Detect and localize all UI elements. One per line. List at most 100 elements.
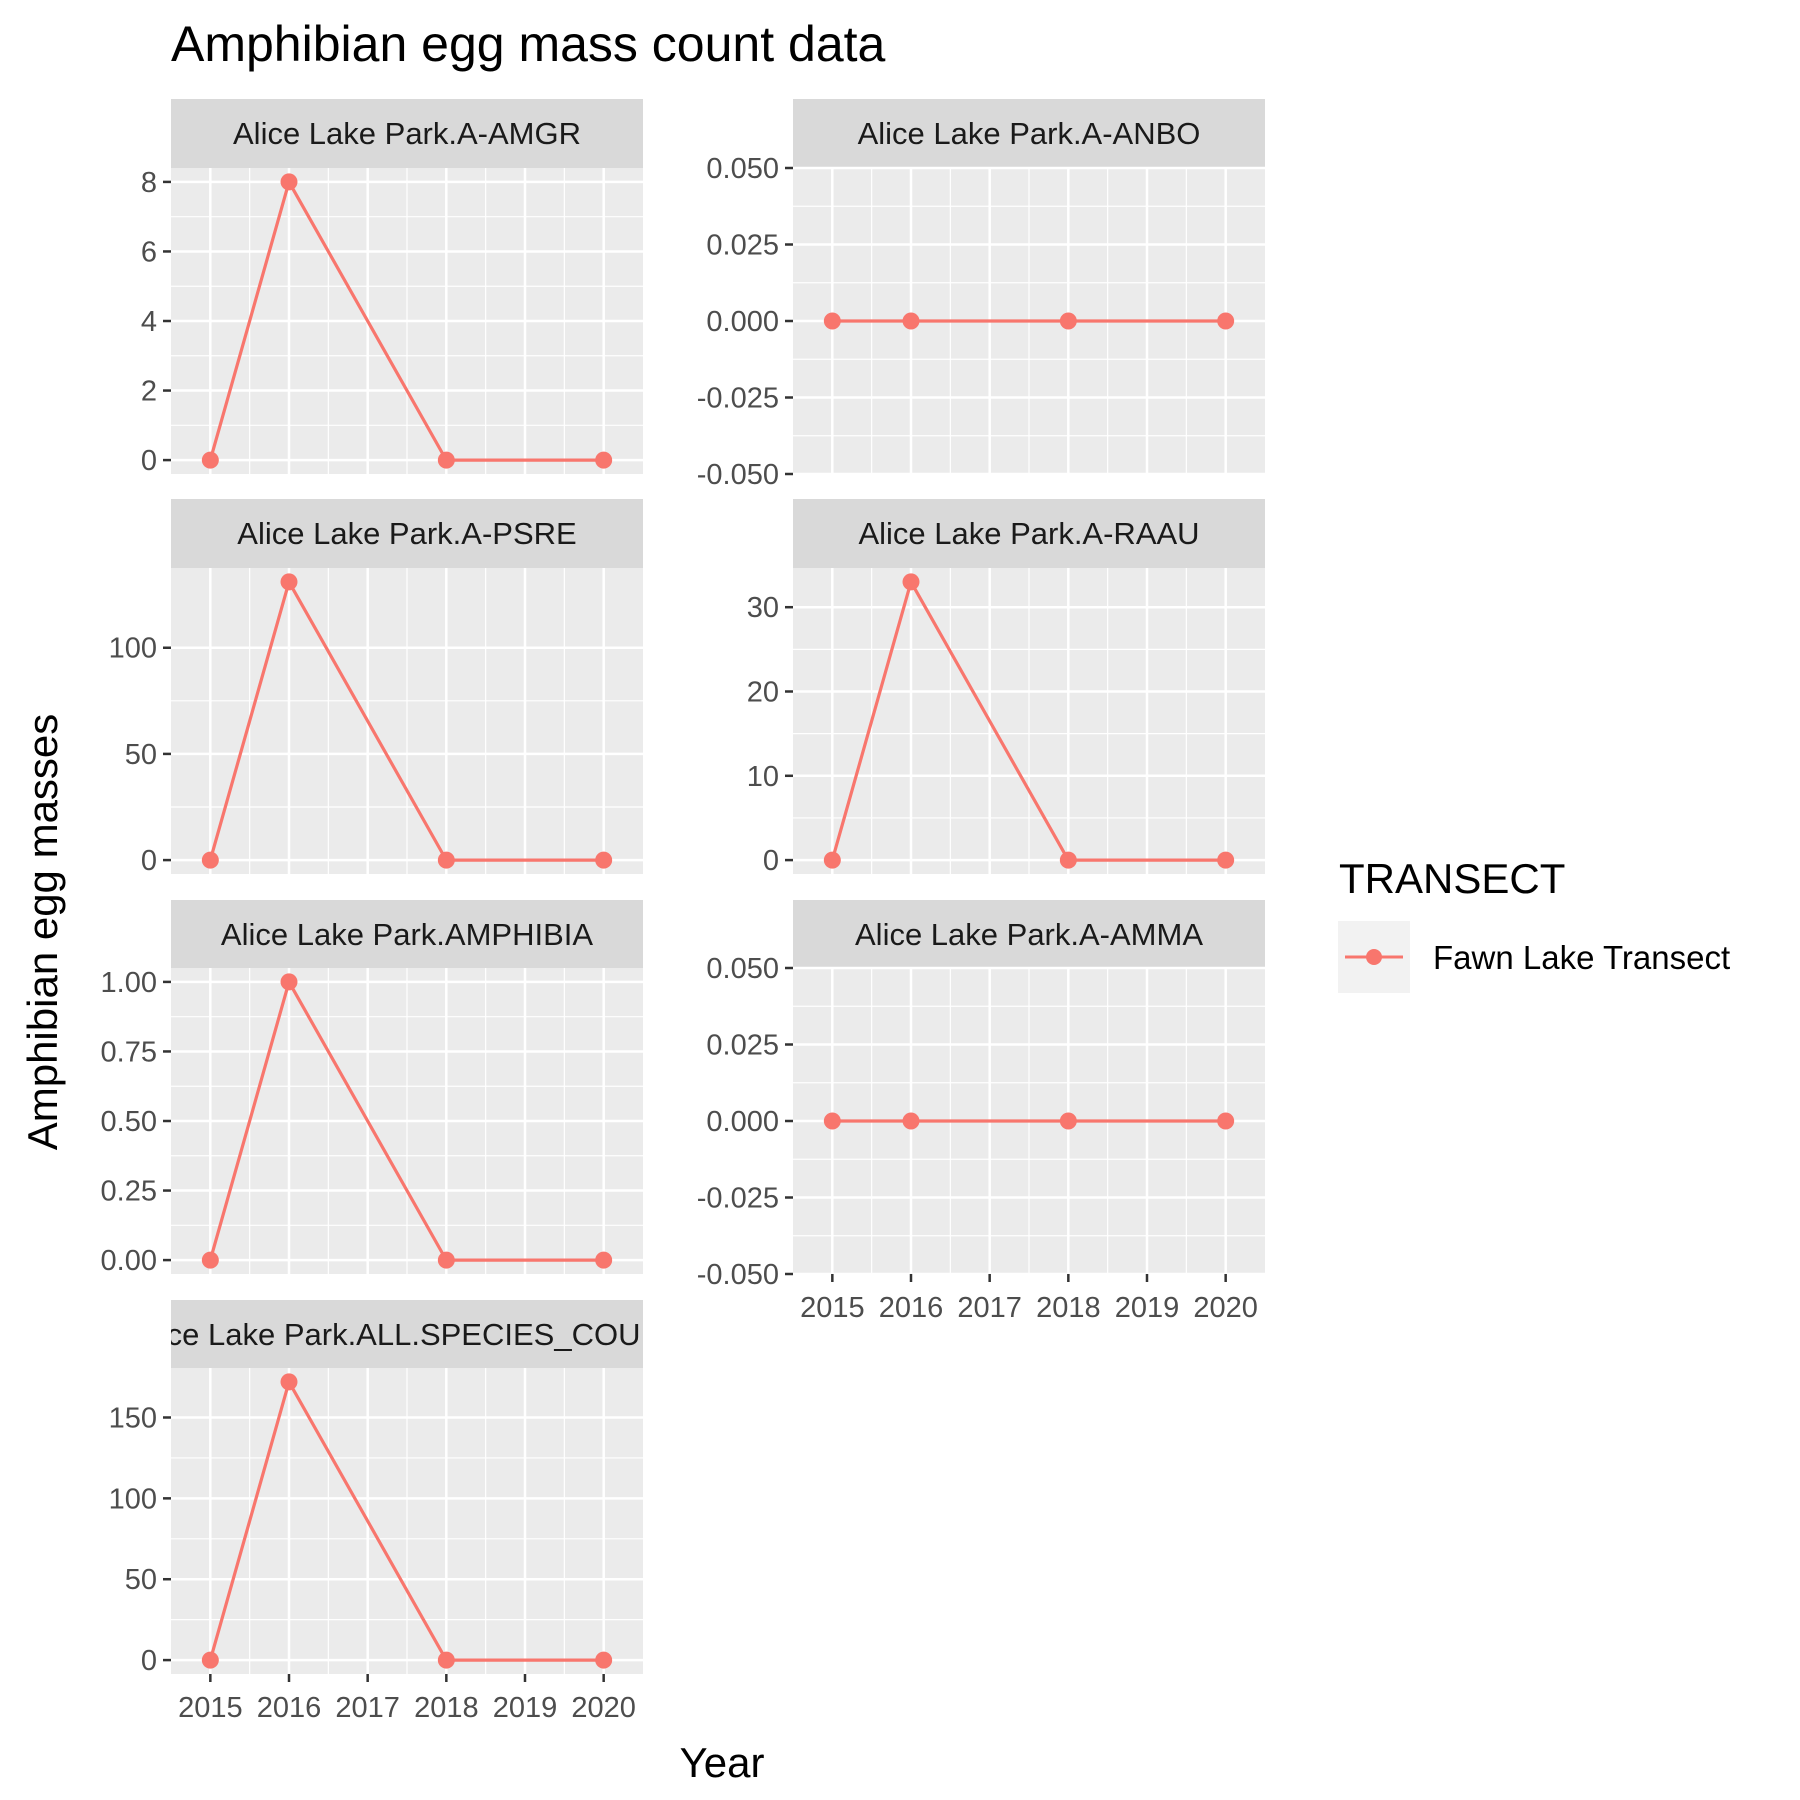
data-point bbox=[595, 451, 613, 469]
series-line-fawn-lake-transect bbox=[208, 580, 604, 862]
panel-4: Alice Lake Park.A-RAAU 0 10 20 30 bbox=[747, 499, 1265, 877]
data-point bbox=[280, 573, 298, 591]
panel-2: Alice Lake Park.A-ANBO -0.050 -0.025 0.000 0… bbox=[697, 99, 1265, 491]
data-point bbox=[280, 173, 298, 191]
strip-label: Alice Lake Park.AMPHIBIA bbox=[221, 917, 593, 952]
data-point bbox=[437, 851, 455, 869]
y-tick-label: 100 bbox=[109, 633, 157, 665]
data-point bbox=[1217, 312, 1235, 330]
y-tick-label: 50 bbox=[125, 1564, 157, 1596]
series-line-fawn-lake-transect bbox=[208, 980, 604, 1262]
legend-label-fawn-lake-transect: Fawn Lake Transect bbox=[1433, 939, 1730, 976]
legend-title: TRANSECT bbox=[1339, 855, 1565, 902]
data-point bbox=[595, 1651, 613, 1669]
y-tick-label: -0.050 bbox=[697, 1259, 779, 1291]
x-tick-label: 2020 bbox=[571, 1692, 636, 1724]
y-tick-label: 6 bbox=[141, 236, 157, 268]
y-tick-label: 0.25 bbox=[101, 1176, 157, 1208]
strip-background bbox=[793, 99, 1265, 168]
strip-label: Alice Lake Park.A-ANBO bbox=[858, 116, 1201, 151]
data-point bbox=[437, 1251, 455, 1269]
strip-label: Alice Lake Park.A-PSRE bbox=[237, 516, 576, 551]
y-tick-label: 100 bbox=[109, 1483, 157, 1515]
y-tick-label: 4 bbox=[141, 306, 157, 338]
data-point bbox=[280, 1373, 298, 1391]
x-tick-label: 2019 bbox=[493, 1692, 558, 1724]
x-tick-label: 2019 bbox=[1115, 1292, 1180, 1324]
strip-background bbox=[171, 900, 643, 969]
chart-title: Amphibian egg mass count data bbox=[171, 16, 886, 72]
data-point bbox=[280, 973, 298, 991]
data-point bbox=[902, 1112, 920, 1130]
data-point bbox=[595, 1251, 613, 1269]
y-tick-label: 0 bbox=[763, 845, 779, 877]
y-tick-label: 0.000 bbox=[706, 1106, 779, 1138]
data-point bbox=[902, 312, 920, 330]
y-tick-label: 0.75 bbox=[101, 1036, 157, 1068]
y-tick-label: 10 bbox=[747, 761, 779, 793]
x-tick-label: 2016 bbox=[879, 1292, 944, 1324]
y-tick-label: 0.050 bbox=[706, 953, 779, 985]
strip-background bbox=[793, 900, 1265, 969]
y-tick-label: 0 bbox=[141, 1645, 157, 1677]
x-tick-label: 2020 bbox=[1193, 1292, 1258, 1324]
data-point bbox=[201, 1651, 219, 1669]
y-tick-label: 0 bbox=[141, 445, 157, 477]
y-tick-label: 0.50 bbox=[101, 1106, 157, 1138]
panel-7: Alice Lake Park.ALL.SPECIES_COUNT 0 50 100 1… bbox=[109, 1300, 682, 1724]
y-tick-label: 0.050 bbox=[706, 153, 779, 185]
series-line-fawn-lake-transect bbox=[208, 1380, 604, 1662]
data-point bbox=[1059, 312, 1077, 330]
x-tick-label: 2015 bbox=[800, 1292, 865, 1324]
data-point bbox=[1217, 851, 1235, 869]
data-point bbox=[437, 1651, 455, 1669]
legend-key-point bbox=[1366, 949, 1382, 965]
y-tick-label: 50 bbox=[125, 739, 157, 771]
data-point bbox=[595, 851, 613, 869]
series-line-fawn-lake-transect bbox=[830, 580, 1226, 862]
panel-5: Alice Lake Park.AMPHIBIA 0.00 0.25 0.50 0.75… bbox=[101, 900, 643, 1277]
strip-label: Alice Lake Park.A-RAAU bbox=[858, 516, 1199, 551]
strip-background bbox=[793, 499, 1265, 568]
data-point bbox=[823, 1112, 841, 1130]
y-tick-label: -0.025 bbox=[697, 1183, 779, 1215]
data-point bbox=[201, 851, 219, 869]
x-tick-label: 2016 bbox=[257, 1692, 322, 1724]
strip-background bbox=[171, 499, 643, 568]
data-point bbox=[902, 573, 920, 591]
data-point bbox=[823, 851, 841, 869]
y-tick-label: 0.000 bbox=[706, 306, 779, 338]
x-tick-label: 2018 bbox=[414, 1692, 479, 1724]
data-point bbox=[823, 312, 841, 330]
y-tick-label: 0.025 bbox=[706, 230, 779, 262]
data-point bbox=[1059, 851, 1077, 869]
y-tick-label: 1.00 bbox=[101, 967, 157, 999]
y-tick-label: 0.025 bbox=[706, 1030, 779, 1062]
y-tick-label: 8 bbox=[141, 167, 157, 199]
x-tick-label: 2015 bbox=[178, 1692, 243, 1724]
legend: TRANSECT Fawn Lake Transect bbox=[1338, 855, 1730, 993]
panel-6: Alice Lake Park.A-AMMA -0.050 -0.025 0.000 0… bbox=[697, 900, 1265, 1324]
x-tick-label: 2017 bbox=[335, 1692, 400, 1724]
strip-label: Alice Lake Park.A-AMMA bbox=[855, 917, 1203, 952]
x-axis-title: Year bbox=[680, 1739, 765, 1786]
x-tick-label: 2018 bbox=[1036, 1292, 1101, 1324]
y-axis-title: Amphibian egg masses bbox=[19, 714, 66, 1151]
strip-background bbox=[171, 99, 643, 168]
panel-3: Alice Lake Park.A-PSRE 0 50 100 bbox=[109, 499, 643, 877]
strip-label: Alice Lake Park.A-AMGR bbox=[233, 116, 581, 151]
strip-background bbox=[171, 1300, 643, 1369]
y-tick-label: 30 bbox=[747, 592, 779, 624]
data-point bbox=[201, 1251, 219, 1269]
x-tick-label: 2017 bbox=[957, 1292, 1022, 1324]
panel-1: Alice Lake Park.A-AMGR 0 2 4 6 8 bbox=[141, 99, 643, 477]
y-tick-label: 20 bbox=[747, 676, 779, 708]
data-point bbox=[201, 451, 219, 469]
y-tick-label: 150 bbox=[109, 1402, 157, 1434]
y-tick-label: 0 bbox=[141, 845, 157, 877]
y-tick-label: -0.050 bbox=[697, 459, 779, 491]
y-tick-label: -0.025 bbox=[697, 383, 779, 415]
strip-label: Alice Lake Park.ALL.SPECIES_COUNT bbox=[132, 1317, 682, 1352]
